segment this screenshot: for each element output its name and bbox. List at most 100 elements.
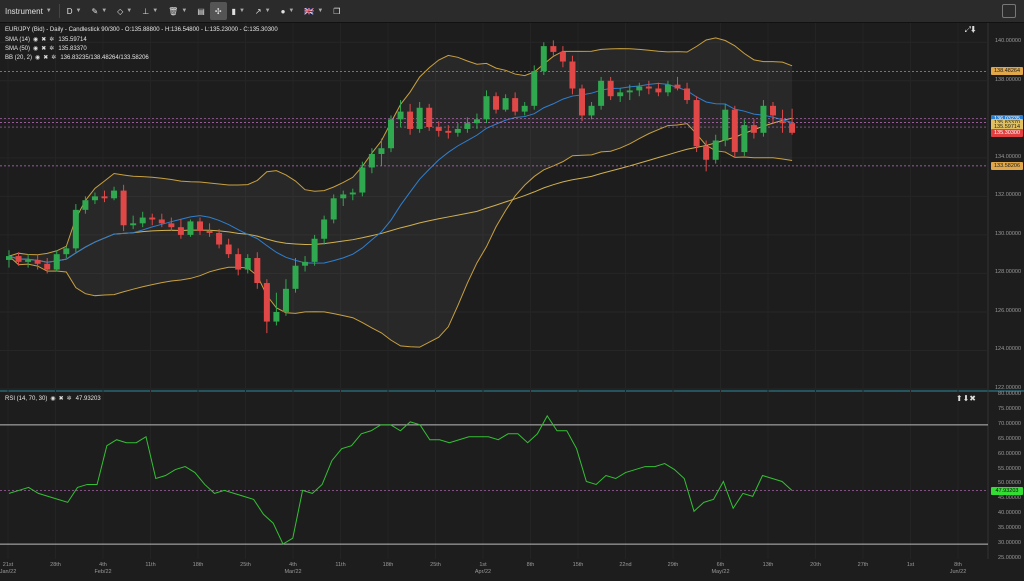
close-icon[interactable]: ✖ <box>41 37 47 43</box>
candle-body <box>521 105 528 112</box>
trend-arrow-icon: ↗ <box>254 6 262 16</box>
instrument-label: Instrument <box>5 6 43 16</box>
settings-gear-icon[interactable]: ✲ <box>49 46 55 52</box>
time-axis-tick: 25th <box>240 562 251 568</box>
time-axis-tick: 29th <box>667 562 679 568</box>
candle-body <box>368 153 375 168</box>
price-axis-label: 135.59714 <box>991 123 1023 132</box>
candle-body <box>789 123 796 133</box>
close-icon[interactable]: ✖ <box>43 55 49 61</box>
price-axis-tick: 134.00000 <box>995 153 1021 160</box>
delete-drawings-button[interactable]: 🗑 ▼ <box>163 0 192 22</box>
candle-body <box>636 86 643 91</box>
chevron-down-icon: ▼ <box>101 8 108 14</box>
time-axis-tick: 21st Jan/22 <box>0 562 17 575</box>
move-panel-arrows-icon[interactable]: ⬆⬇✖ <box>955 394 976 403</box>
price-panel-bg <box>0 23 1024 389</box>
popout-button[interactable]: ❐ <box>328 0 345 22</box>
rsi-line <box>8 414 793 545</box>
trend-button[interactable]: ↗ ▼ <box>250 0 276 22</box>
rsi-axis-tick: 70.00000 <box>998 420 1021 427</box>
candle-body <box>177 227 184 235</box>
close-icon[interactable]: ✖ <box>41 46 47 52</box>
candle-body <box>473 119 480 124</box>
candle-body <box>731 109 738 153</box>
candle-body <box>722 109 729 141</box>
visibility-eye-icon[interactable]: ◉ <box>35 55 41 61</box>
timeframe-selector[interactable]: D ▼ <box>62 0 87 22</box>
time-axis-tick: 25th <box>430 562 441 568</box>
sma14-legend: SMA (14) ◉ ✖ ✲ 135.59714 <box>5 36 87 44</box>
candle-body <box>302 261 309 266</box>
candle-body <box>388 119 394 149</box>
toolbar: Instrument ▼ D ▼ ✎ ▼ ◇ ▼ ⊥ ▼ 🗑 ▼ ▤ ✣ ▮ ▼ ↗ ▼ ● ▼ … <box>0 0 1024 23</box>
candle-body <box>359 167 366 193</box>
fibonacci-icon: ⊥ <box>142 6 150 16</box>
candle-body <box>626 90 633 93</box>
candle-body <box>655 88 662 93</box>
crosshair-button[interactable]: ✣ <box>209 2 227 20</box>
price-axis-tick: 124.00000 <box>995 346 1021 353</box>
window-toggle-icon[interactable] <box>1002 4 1016 18</box>
rsi-axis-tick: 80.00000 <box>998 391 1021 397</box>
chart-area[interactable]: EUR/JPY (Bid) - Daily - Candlestick 90/3… <box>0 23 1024 576</box>
candle-body <box>454 128 461 133</box>
candle-body <box>540 46 547 72</box>
settings-gear-icon[interactable]: ✲ <box>51 55 57 61</box>
candle-body <box>645 86 652 89</box>
sma50-legend: SMA (50) ◉ ✖ ✲ 135.83370 <box>5 45 87 53</box>
fibonacci-button[interactable]: ⊥ ▼ <box>137 0 163 22</box>
candle-body <box>120 190 127 226</box>
candle-body <box>703 146 710 160</box>
candle-body <box>378 148 385 154</box>
visibility-eye-icon[interactable]: ◉ <box>33 37 39 43</box>
candle-body <box>493 96 500 110</box>
time-axis-tick: 4th Mar/22 <box>284 562 302 575</box>
bb-value: 136.83235/138.48264/133.58206 <box>60 54 149 61</box>
price-axis-tick: 128.00000 <box>995 269 1021 276</box>
expand-arrows-icon[interactable]: ⤢⬇ <box>964 25 976 34</box>
candle-body <box>72 209 79 249</box>
chart-canvas[interactable] <box>0 23 1024 576</box>
chevron-down-icon: ▼ <box>238 8 245 14</box>
candle-body <box>111 190 118 199</box>
chart-type-button[interactable]: ▮ ▼ <box>227 0 250 22</box>
price-axis-tick: 122.00000 <box>995 385 1021 391</box>
time-axis-tick: 20th <box>810 562 821 568</box>
visibility-eye-icon[interactable]: ◉ <box>33 46 39 52</box>
chevron-down-icon: ▼ <box>317 8 324 14</box>
candle-body <box>464 123 471 129</box>
price-axis-tick: 126.00000 <box>995 307 1021 314</box>
main-legend-text: EUR/JPY (Bid) - Daily - Candlestick 90/3… <box>5 27 278 33</box>
candle-body <box>6 256 12 260</box>
chevron-down-icon: ▼ <box>152 8 159 14</box>
rsi-panel-bg <box>0 395 1024 559</box>
candle-body <box>483 96 490 120</box>
layout-button[interactable]: ▤ <box>192 0 210 22</box>
candle-body <box>225 244 232 255</box>
shapes-button[interactable]: ◇ ▼ <box>112 0 137 22</box>
sma50-value: 135.83370 <box>58 45 87 52</box>
language-button[interactable]: 🇬🇧 ▼ <box>299 0 328 22</box>
pencil-icon: ✎ <box>91 6 99 16</box>
rsi-axis-tick: 40.00000 <box>998 510 1021 517</box>
candle-body <box>216 232 223 245</box>
candle-body <box>349 192 356 195</box>
layout-icon: ▤ <box>197 6 205 16</box>
instrument-selector[interactable]: Instrument ▼ <box>0 0 57 22</box>
draw-tools-button[interactable]: ✎ ▼ <box>86 0 112 22</box>
rsi-axis-tick: 35.00000 <box>998 525 1021 532</box>
theme-button[interactable]: ● ▼ <box>276 0 300 22</box>
visibility-eye-icon[interactable]: ◉ <box>50 396 56 402</box>
bollinger-lower-line <box>8 123 793 348</box>
settings-gear-icon[interactable]: ✲ <box>49 37 55 43</box>
candle-body <box>149 217 156 220</box>
candle-body <box>130 223 137 226</box>
candle-body <box>168 223 175 228</box>
candle-body <box>559 51 566 62</box>
candle-body <box>53 254 60 270</box>
close-icon[interactable]: ✖ <box>58 396 64 402</box>
settings-gear-icon[interactable]: ✲ <box>66 396 72 402</box>
candle-body <box>512 98 519 112</box>
candle-body <box>25 259 32 262</box>
